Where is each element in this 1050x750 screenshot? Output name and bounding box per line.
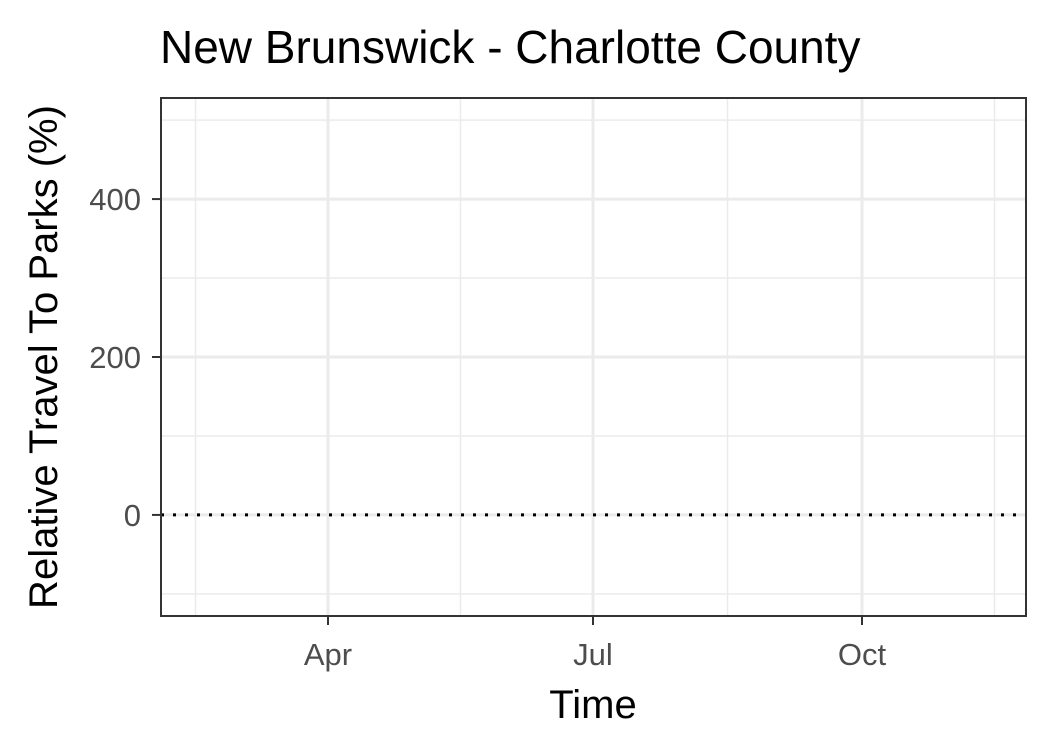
y-axis-title: Relative Travel To Parks (%) [22,105,66,609]
x-axis-title: Time [549,683,636,727]
y-tick-label: 0 [124,498,141,533]
x-tick-label: Jul [573,637,613,672]
x-axis: Apr Jul Oct [304,616,887,672]
y-axis: 0 200 400 [89,182,161,533]
x-tick-label: Oct [838,637,887,672]
chart-title: New Brunswick - Charlotte County [160,21,860,73]
y-tick-label: 400 [89,182,141,217]
x-tick-label: Apr [304,637,352,672]
y-tick-label: 200 [89,340,141,375]
